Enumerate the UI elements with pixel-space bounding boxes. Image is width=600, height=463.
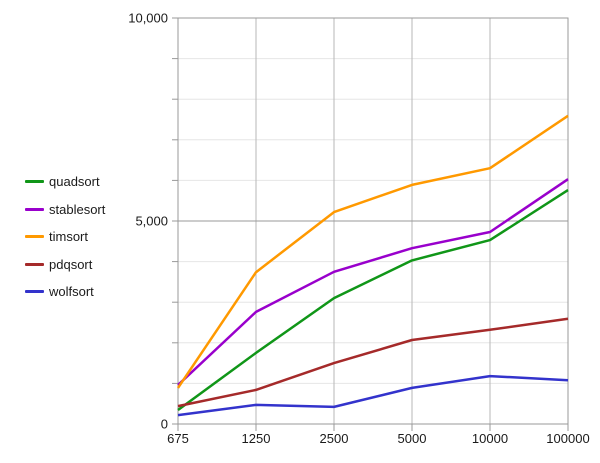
y-tick-label: 10,000 <box>128 11 168 26</box>
series-line-pdqsort <box>177 317 569 408</box>
x-tick-label: 2500 <box>320 431 349 446</box>
legend-item-pdqsort: pdqsort <box>25 251 105 279</box>
legend-label: wolfsort <box>49 284 94 300</box>
legend-label: timsort <box>49 229 88 245</box>
legend-line-swatch <box>25 207 44 211</box>
x-tick-label: 10000 <box>472 431 508 446</box>
legend-item-timsort: timsort <box>25 223 105 251</box>
legend-line-swatch <box>25 290 44 294</box>
x-tick-label: 675 <box>167 431 189 446</box>
y-tick-label: 5,000 <box>135 214 168 229</box>
y-tick-label: 0 <box>161 417 168 432</box>
x-tick-label: 5000 <box>398 431 427 446</box>
legend-item-stablesort: stablesort <box>25 196 105 224</box>
x-tick-label: 1250 <box>242 431 271 446</box>
legend-label: quadsort <box>49 174 100 190</box>
series-line-timsort <box>176 114 569 389</box>
x-tick-label: 100000 <box>546 431 589 446</box>
legend-label: pdqsort <box>49 256 93 272</box>
legend-line-swatch <box>25 235 44 239</box>
legend-item-quadsort: quadsort <box>25 168 105 196</box>
series-line-quadsort <box>177 189 569 412</box>
legend-line-swatch <box>25 262 44 266</box>
series-line-stablesort <box>177 178 569 386</box>
series-line-wolfsort <box>177 374 569 417</box>
legend-item-wolfsort: wolfsort <box>25 278 105 306</box>
legend-label: stablesort <box>49 201 106 217</box>
legend-line-swatch <box>25 180 44 184</box>
chart-legend: quadsort stablesort timsort pdqsort wolfsort <box>25 168 105 306</box>
